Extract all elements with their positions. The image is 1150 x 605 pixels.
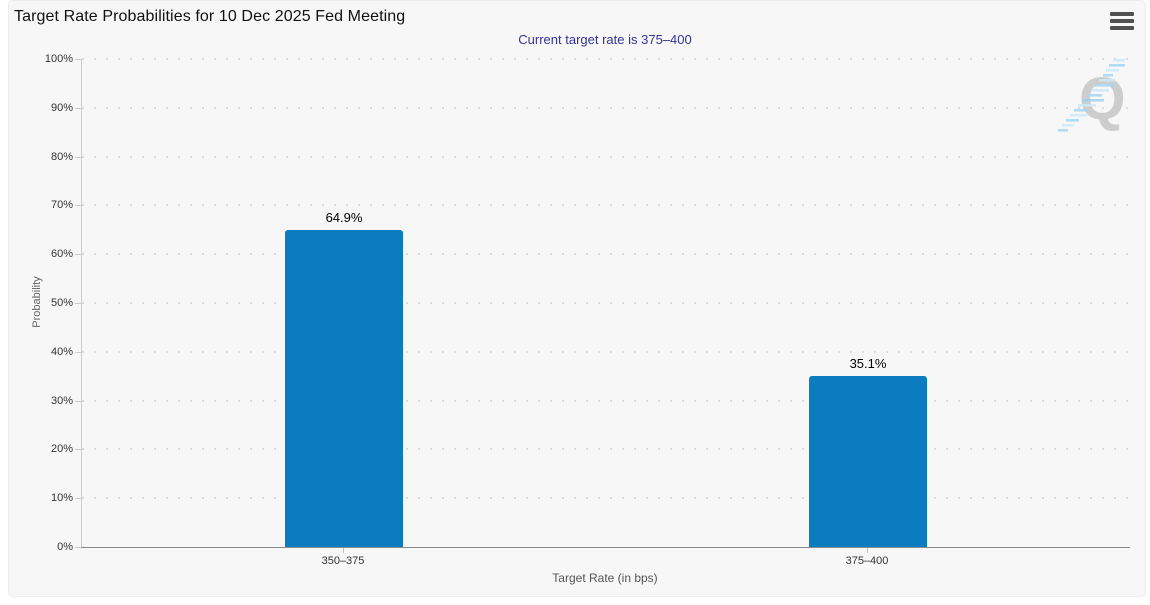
y-axis-tick (75, 400, 81, 402)
y-axis-tick (75, 59, 81, 60)
gridline-40 (82, 350, 1130, 353)
gridline-10 (82, 497, 1130, 500)
gridline-50 (82, 302, 1130, 304)
y-axis-tick (75, 107, 81, 109)
y-tick-label: 30% (50, 394, 73, 407)
x-axis-title: Target Rate (in bps) (552, 571, 658, 585)
chart-subtitle: Current target rate is 375–400 (518, 32, 692, 47)
gridline-90 (82, 106, 1130, 109)
x-category-label: 375–400 (845, 555, 889, 567)
y-axis-tick (75, 449, 81, 451)
y-axis-tick (75, 254, 81, 256)
menu-bar (1110, 26, 1134, 30)
y-axis-tick (75, 547, 81, 548)
plot-area: 64.9% 35.1% (81, 58, 1130, 547)
y-axis-tick (75, 156, 81, 158)
y-tick-label: 10% (50, 492, 73, 505)
gridline-30 (82, 399, 1130, 402)
gridline-70 (82, 204, 1130, 207)
fedwatch-chart-panel: Target Rate Probabilities for 10 Dec 202… (8, 0, 1146, 597)
y-axis-tick (75, 205, 81, 207)
gridline-80 (82, 155, 1130, 158)
x-category-label: 350–375 (321, 555, 365, 567)
y-tick-label: 40% (50, 345, 73, 358)
bar-value-label: 64.9% (325, 210, 363, 225)
bar-375–400[interactable] (809, 376, 927, 547)
y-tick-label: 60% (50, 248, 73, 261)
y-axis-tick (75, 351, 81, 353)
menu-bar (1110, 19, 1134, 23)
y-tick-label: 0% (57, 541, 73, 553)
gridline-20 (82, 448, 1130, 451)
y-tick-label: 20% (50, 443, 73, 456)
bar-value-label: 35.1% (849, 356, 887, 371)
gridline-100 (82, 58, 1130, 60)
y-tick-label: 50% (50, 297, 73, 309)
x-axis-tick (867, 548, 868, 553)
x-axis-line (81, 547, 1130, 548)
y-tick-label: 90% (50, 101, 73, 114)
y-tick-label: 70% (50, 199, 73, 212)
menu-bar (1110, 12, 1134, 16)
hamburger-menu-icon[interactable] (1108, 10, 1136, 32)
y-tick-label: 100% (44, 53, 73, 65)
y-axis-tick (75, 498, 81, 500)
x-axis-tick (343, 548, 344, 553)
y-axis-title: Probability (31, 276, 43, 328)
chart-title: Target Rate Probabilities for 10 Dec 202… (14, 8, 406, 25)
y-tick-label: 80% (50, 150, 73, 163)
gridline-60 (82, 253, 1130, 256)
y-axis-tick (75, 303, 81, 304)
bar-350–375[interactable] (285, 230, 403, 547)
